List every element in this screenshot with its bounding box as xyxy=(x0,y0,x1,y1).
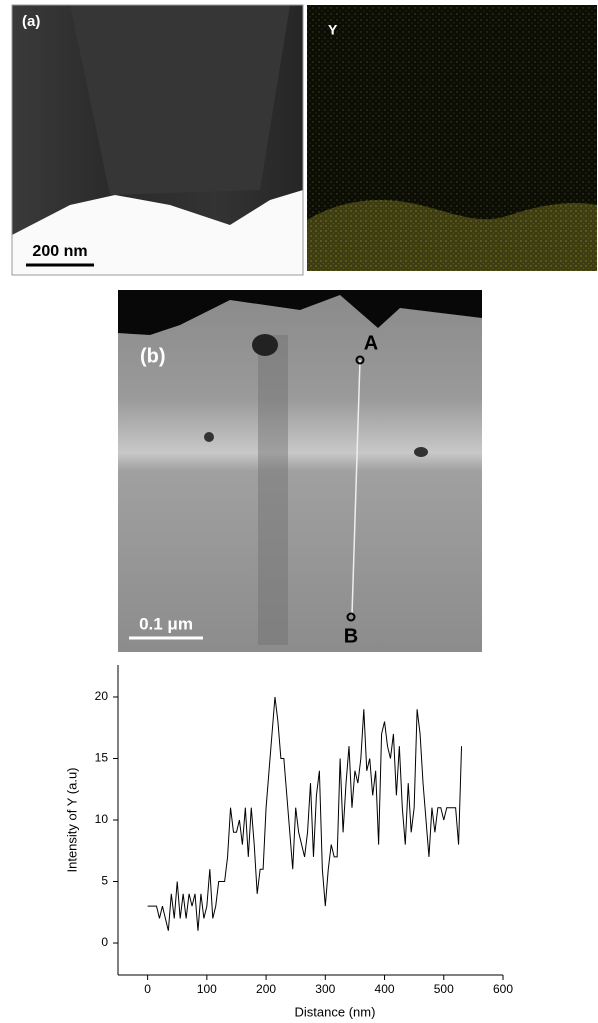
data-line xyxy=(148,697,462,931)
y-tick-label: 20 xyxy=(95,689,109,703)
y-tick-label: 5 xyxy=(101,874,108,888)
y-axis-title: Intensity of Y (a.u) xyxy=(64,767,79,872)
scale-bar-label: 200 nm xyxy=(32,243,87,260)
panel-label: (a) xyxy=(22,13,40,30)
x-tick-label: 200 xyxy=(256,982,276,996)
x-tick-label: 600 xyxy=(493,982,513,996)
point-label: B xyxy=(344,625,358,647)
panel-label: (b) xyxy=(140,345,166,367)
x-tick-label: 500 xyxy=(434,982,454,996)
panel-a-map: Y xyxy=(307,5,597,271)
x-tick-label: 400 xyxy=(375,982,395,996)
x-tick-label: 300 xyxy=(315,982,335,996)
y-tick-label: 10 xyxy=(95,812,109,826)
point-label: A xyxy=(364,332,378,354)
y-tick-label: 0 xyxy=(101,935,108,949)
panel-a-image: (a) 200 nm xyxy=(12,5,303,275)
y-tick-label: 15 xyxy=(95,751,109,765)
scale-bar-label: 0.1 μm xyxy=(139,614,193,633)
page: {"panels": { "a": {"label": "(a)", "scal… xyxy=(0,0,598,1023)
figure: (a) 200 nm Y (b) A B 0.1 μm Distance (nm… xyxy=(0,0,598,1023)
x-tick-label: 0 xyxy=(144,982,151,996)
panel-b-image: (b) A B 0.1 μm xyxy=(118,290,482,652)
x-axis-title: Distance (nm) xyxy=(295,1004,376,1019)
element-label: Y xyxy=(328,22,338,38)
x-tick-label: 100 xyxy=(197,982,217,996)
